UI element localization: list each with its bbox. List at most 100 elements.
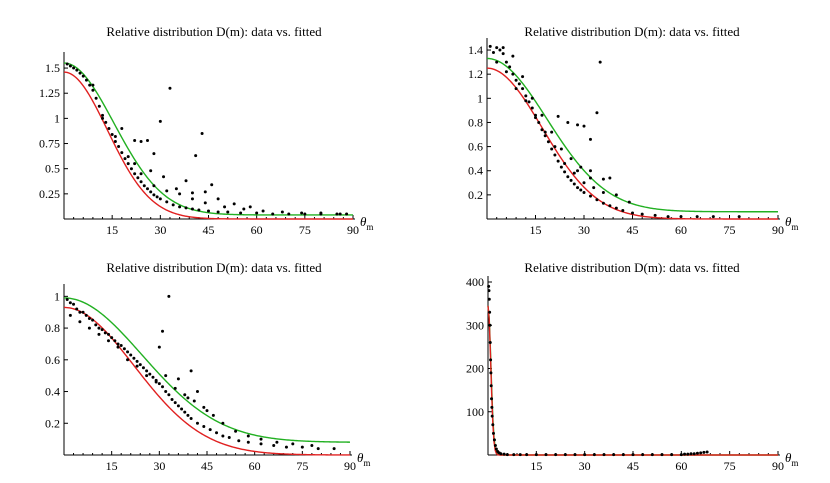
- data-point: [173, 401, 177, 405]
- data-point: [203, 201, 207, 205]
- data-point: [78, 71, 82, 75]
- data-point: [563, 161, 567, 165]
- data-point: [205, 409, 209, 413]
- data-point: [91, 83, 95, 87]
- data-point: [152, 152, 156, 156]
- data-point: [493, 443, 497, 447]
- data-point: [135, 359, 139, 363]
- data-point: [210, 183, 214, 187]
- data-point: [120, 126, 124, 130]
- data-point: [202, 405, 206, 409]
- data-point: [186, 413, 190, 417]
- data-point: [576, 123, 580, 127]
- data-point: [126, 162, 130, 166]
- data-point: [81, 310, 85, 314]
- data-point: [563, 453, 567, 457]
- fit-green-curve: [486, 57, 778, 213]
- data-point: [494, 447, 498, 451]
- data-point: [602, 453, 606, 457]
- data-point: [491, 50, 495, 54]
- data-point: [158, 119, 162, 123]
- data-point: [601, 177, 605, 181]
- data-point: [572, 182, 576, 186]
- data-point: [87, 326, 91, 330]
- data-point: [490, 414, 494, 418]
- data-point: [242, 207, 246, 211]
- data-point: [310, 443, 314, 447]
- data-point: [208, 428, 212, 432]
- data-point: [702, 450, 706, 454]
- fit-green-curve: [63, 297, 351, 443]
- data-point: [614, 193, 618, 197]
- y-tick-label: 1.5: [45, 61, 60, 75]
- data-point: [679, 215, 683, 219]
- x-tick-label: 60: [675, 459, 687, 473]
- x-axis-label: θm: [357, 450, 370, 468]
- data-point: [686, 452, 690, 456]
- x-tick-label: 45: [627, 223, 639, 237]
- x-tick-label: 60: [249, 459, 261, 473]
- x-tick-label: 90: [772, 223, 784, 237]
- data-point: [145, 187, 149, 191]
- data-point: [572, 171, 576, 175]
- x-tick-label: 90: [344, 459, 356, 473]
- data-point: [161, 385, 165, 389]
- data-point: [534, 116, 537, 120]
- x-tick-label: 45: [201, 459, 213, 473]
- data-point: [501, 52, 505, 56]
- data-point: [612, 453, 616, 457]
- data-point: [490, 397, 494, 401]
- data-point: [653, 213, 657, 217]
- y-tick-label: 1: [477, 91, 483, 105]
- data-point: [601, 201, 605, 205]
- y-tick-label: 1.4: [468, 43, 483, 57]
- data-point: [582, 190, 586, 194]
- data-point: [91, 88, 95, 92]
- data-point: [157, 345, 161, 349]
- data-point: [576, 186, 580, 190]
- data-point: [184, 179, 188, 183]
- data-point: [711, 215, 715, 219]
- data-point: [518, 453, 522, 457]
- y-tick-label: 0.5: [45, 162, 60, 176]
- data-point: [608, 204, 612, 208]
- data-point: [189, 369, 193, 373]
- data-point: [566, 175, 570, 179]
- data-point: [504, 60, 508, 64]
- data-point: [521, 75, 525, 79]
- data-point: [504, 70, 508, 74]
- data-point: [173, 386, 177, 390]
- data-point: [101, 113, 105, 117]
- y-tick-label: 0.4: [45, 385, 60, 399]
- data-point: [640, 212, 644, 216]
- data-point: [550, 147, 554, 151]
- data-point: [216, 210, 220, 214]
- data-point: [186, 396, 190, 400]
- data-point: [621, 453, 625, 457]
- data-point: [498, 48, 502, 52]
- data-point: [559, 165, 563, 169]
- data-point: [101, 116, 105, 120]
- data-point: [126, 358, 130, 362]
- y-tick-label: 1: [54, 289, 60, 303]
- data-point: [540, 113, 544, 117]
- data-point: [126, 155, 130, 159]
- data-point: [75, 68, 79, 72]
- data-point: [117, 145, 121, 149]
- data-point: [699, 451, 703, 455]
- data-point: [592, 453, 596, 457]
- data-point: [100, 328, 104, 332]
- data-point: [683, 452, 687, 456]
- data-point: [123, 157, 127, 161]
- data-point: [139, 180, 143, 184]
- data-point: [543, 130, 547, 134]
- data-point: [692, 452, 696, 456]
- data-point: [650, 453, 654, 457]
- data-point: [178, 205, 182, 209]
- data-point: [487, 297, 491, 301]
- data-point: [489, 384, 493, 388]
- data-point: [512, 453, 516, 457]
- data-point: [129, 167, 133, 171]
- data-point: [511, 72, 515, 76]
- data-point: [84, 313, 88, 317]
